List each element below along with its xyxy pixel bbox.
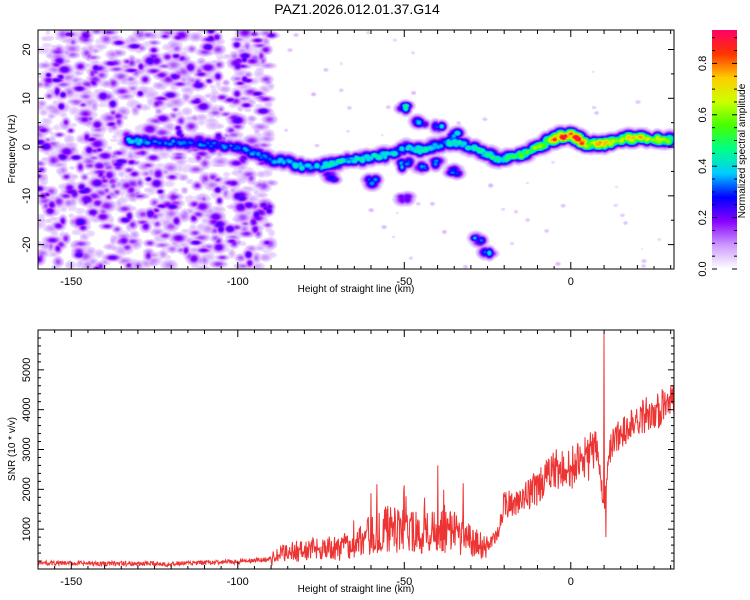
y-tick-label: 20 — [21, 43, 33, 55]
snr-line — [37, 333, 675, 568]
x-tick-label: 0 — [568, 576, 574, 588]
x-tick-label: -50 — [396, 576, 412, 588]
colorbar-tick-label: 0.8 — [697, 56, 709, 71]
spectrogram-y-label: Frequency (Hz) — [7, 115, 18, 184]
colorbar-tick-label: 0.0 — [697, 261, 709, 276]
y-tick-label: 1000 — [21, 517, 33, 541]
snr-x-label: Height of straight line (km) — [298, 584, 415, 595]
colorbar-ticks: 0.0 0.2 0.4 0.6 0.8 — [697, 37, 737, 277]
snr-panel: -150 -100 -50 0 1000 2000 3000 4000 5000 Height … — [7, 329, 675, 595]
figure-title: PAZ1.2026.012.01.37.G14 — [274, 1, 440, 17]
colorbar: 0.0 0.2 0.4 0.6 0.8 Normalized spectral ampl… — [697, 30, 748, 277]
x-tick-label: -150 — [60, 576, 82, 588]
x-tick-label: 0 — [568, 276, 574, 288]
x-tick-label: -100 — [227, 576, 249, 588]
snr-y-label: SNR (10 * v/v) — [7, 417, 18, 481]
y-tick-label: 10 — [21, 92, 33, 104]
x-tick-label: -50 — [396, 276, 412, 288]
y-tick-label: 0 — [21, 144, 33, 150]
colorbar-tick-label: 0.4 — [697, 159, 709, 174]
colorbar-gradient — [712, 30, 737, 269]
colorbar-tick-label: 0.2 — [697, 210, 709, 225]
spectrogram-frame — [37, 29, 675, 270]
snr-background — [38, 330, 674, 569]
x-tick-label: -100 — [227, 276, 249, 288]
y-tick-label: 5000 — [21, 358, 33, 382]
y-tick-label: 4000 — [21, 397, 33, 421]
snr-ticks: -150 -100 -50 0 1000 2000 3000 4000 5000 — [21, 329, 674, 588]
spectrogram-image — [38, 30, 674, 269]
colorbar-tick-label: 0.6 — [697, 107, 709, 122]
y-tick-label: 2000 — [21, 477, 33, 501]
x-tick-label: -150 — [60, 276, 82, 288]
y-tick-label: -20 — [21, 237, 33, 253]
colorbar-label: Normalized spectral amplitude — [737, 83, 748, 218]
y-tick-label: -10 — [21, 188, 33, 204]
spectrogram-x-label: Height of straight line (km) — [298, 284, 415, 295]
y-tick-label: 3000 — [21, 437, 33, 461]
